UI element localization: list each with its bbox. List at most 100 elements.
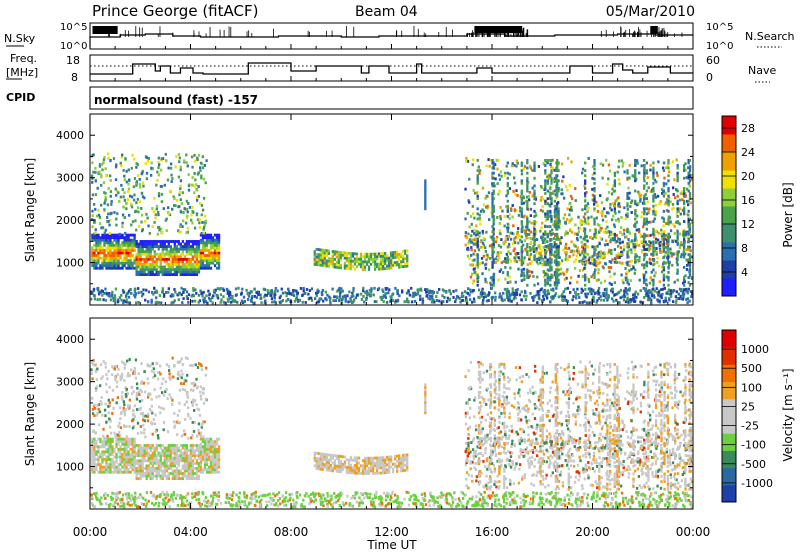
echo-cell [498, 232, 502, 236]
echo-cell [113, 236, 116, 240]
echo-cell [97, 458, 100, 461]
echo-cell [145, 245, 148, 248]
echo-cell [474, 233, 478, 237]
echo-cell [494, 257, 498, 261]
echo-cell [385, 292, 388, 295]
echo-cell [185, 161, 189, 165]
echo-cell [421, 301, 424, 305]
echo-cell [492, 283, 495, 287]
echo-cell [656, 174, 659, 177]
echo-cell [91, 193, 95, 197]
echo-cell [179, 165, 182, 169]
echo-cell [643, 194, 646, 198]
echo-cell [580, 291, 583, 294]
echo-cell [179, 187, 182, 191]
echo-cell [278, 296, 281, 300]
echo-cell [331, 250, 335, 253]
echo-cell [681, 198, 684, 202]
echo-cell [108, 292, 111, 295]
echo-cell [523, 165, 527, 168]
echo-cell [621, 252, 624, 256]
echo-cell [685, 248, 689, 252]
echo-cell [215, 256, 219, 260]
echo-cell [248, 291, 251, 295]
echo-cell [131, 468, 134, 472]
echo-cell [515, 164, 518, 168]
echo-cell [177, 242, 180, 246]
echo-cell [669, 200, 672, 204]
echo-cell [492, 232, 495, 236]
echo-cell [197, 250, 201, 254]
echo-cell [524, 230, 527, 233]
echo-cell [115, 193, 118, 197]
echo-cell [593, 220, 596, 223]
echo-cell [581, 251, 584, 255]
echo-cell [669, 220, 672, 224]
echo-cell [93, 470, 96, 474]
echo-cell [676, 250, 679, 254]
echo-cell [661, 265, 664, 269]
echo-cell [643, 179, 646, 183]
echo-cell [449, 292, 452, 296]
echo-cell [151, 260, 154, 264]
echo-cell [372, 293, 375, 297]
echo-cell [121, 442, 124, 446]
echo-cell [107, 455, 110, 459]
echo-cell [629, 201, 633, 205]
echo-cell [371, 260, 375, 264]
echo-cell [157, 273, 160, 277]
echo-cell [99, 246, 102, 250]
echo-cell [560, 259, 564, 263]
echo-cell [127, 452, 130, 456]
echo-cell [143, 268, 146, 271]
echo-cell [121, 437, 124, 441]
echo-cell [121, 460, 124, 464]
echo-cell [180, 293, 183, 297]
echo-cell [145, 250, 148, 254]
echo-cell [556, 181, 559, 185]
echo-cell [123, 259, 126, 263]
echo-cell [370, 290, 373, 294]
echo-cell [533, 184, 536, 188]
echo-cell [649, 168, 652, 172]
echo-cell [643, 263, 646, 267]
echo-cell [231, 297, 234, 301]
echo-cell [347, 264, 351, 268]
echo-cell [129, 256, 132, 260]
echo-cell [682, 194, 686, 198]
echo-cell [182, 297, 185, 301]
echo-cell [287, 287, 290, 291]
echo-cell [149, 270, 152, 274]
echo-cell [689, 233, 693, 237]
echo-cell [105, 447, 108, 451]
echo-cell [142, 288, 145, 292]
echo-cell [105, 174, 108, 178]
echo-cell [652, 250, 655, 254]
echo-cell [549, 225, 552, 229]
echo-cell [185, 245, 189, 248]
echo-cell [621, 278, 624, 282]
echo-cell [191, 257, 195, 261]
echo-cell [541, 299, 544, 302]
echo-cell [549, 245, 552, 249]
echo-cell [622, 161, 625, 165]
echo-cell [137, 250, 140, 254]
echo-cell [123, 256, 126, 260]
echo-cell [492, 215, 495, 218]
echo-cell [474, 229, 478, 233]
echo-cell [270, 289, 274, 292]
echo-cell [550, 215, 553, 218]
echo-cell [198, 221, 201, 225]
echo-cell [91, 452, 94, 456]
echo-cell [185, 257, 189, 261]
echo-cell [159, 168, 163, 172]
echo-cell [255, 296, 259, 300]
echo-cell [570, 230, 574, 234]
echo-cell [680, 240, 683, 244]
colorbar-tick-label: 20 [741, 170, 755, 183]
echo-cell [145, 257, 148, 261]
echo-cell [669, 295, 673, 298]
echo-cell [613, 257, 617, 261]
echo-cell [287, 298, 290, 301]
echo-cell [99, 238, 102, 242]
